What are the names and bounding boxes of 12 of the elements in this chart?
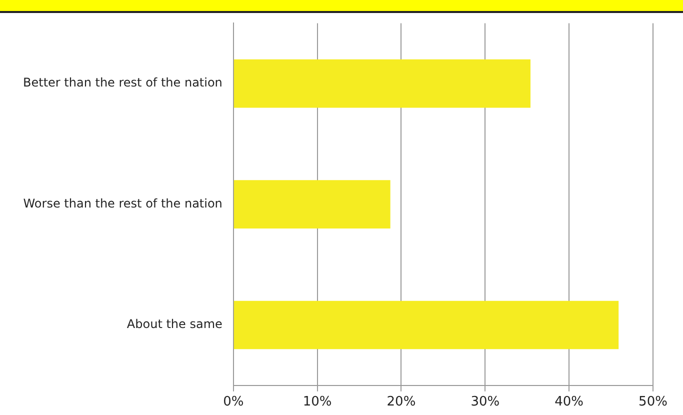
x-tick-label: 0% <box>223 394 244 410</box>
x-tick-label: 50% <box>638 394 668 410</box>
y-tick-label: About the same <box>126 317 222 332</box>
x-tick-label: 40% <box>554 394 584 410</box>
x-tick-label: 20% <box>386 394 416 410</box>
bar <box>234 300 619 350</box>
y-tick-label: Worse than the rest of the nation <box>23 196 222 210</box>
bar <box>234 59 530 108</box>
x-tick-label: 10% <box>302 394 332 410</box>
y-tick-label: Better than the rest of the nation <box>23 76 222 90</box>
bar <box>234 180 390 228</box>
x-tick-label: 30% <box>470 394 500 410</box>
